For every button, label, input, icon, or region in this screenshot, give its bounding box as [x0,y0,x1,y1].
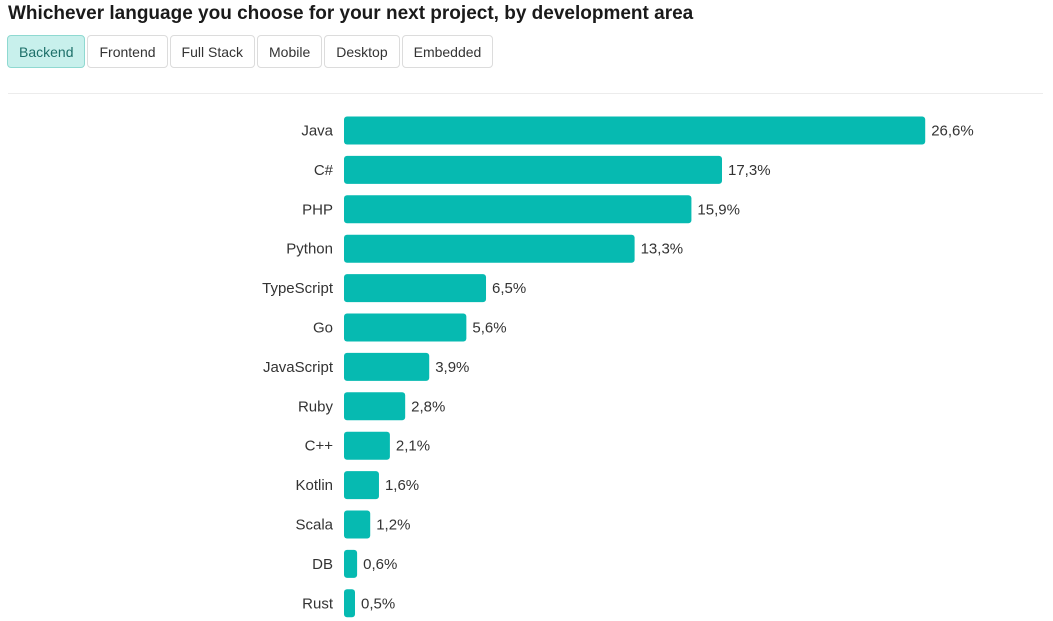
bar-typescript[interactable] [344,274,487,303]
chart-title: Whichever language you choose for your n… [8,3,694,24]
tab-backend[interactable]: Backend [7,35,86,68]
tab-embedded[interactable]: Embedded [401,35,494,68]
bar-python[interactable] [344,234,635,263]
category-label-c: C++ [305,438,334,455]
category-label-go: Go [313,320,333,337]
value-label-rust: 0,5% [361,595,395,612]
tab-full-stack[interactable]: Full Stack [169,35,255,68]
category-label-python: Python [286,241,333,258]
bar-db[interactable] [344,549,358,578]
bar-php[interactable] [344,195,692,224]
category-label-ruby: Ruby [298,398,334,415]
tab-desktop[interactable]: Desktop [324,35,400,68]
category-label-typescript: TypeScript [262,280,334,297]
value-label-ruby: 2,8% [411,398,445,415]
category-label-javascript: JavaScript [263,359,334,376]
bar-c[interactable] [344,431,390,460]
value-label-go: 5,6% [472,320,506,337]
development-area-tabs: Backend Frontend Full Stack Mobile Deskt… [7,35,494,68]
value-label-java: 26,6% [931,123,974,140]
value-label-c: 17,3% [728,162,771,179]
value-label-scala: 1,2% [376,517,410,534]
value-label-db: 0,6% [363,556,397,573]
value-label-python: 13,3% [641,241,684,258]
value-label-php: 15,9% [697,201,740,218]
category-label-java: Java [301,123,333,140]
bar-c[interactable] [344,155,723,184]
tab-frontend[interactable]: Frontend [87,35,168,68]
bar-go[interactable] [344,313,467,342]
bar-javascript[interactable] [344,352,430,381]
bar-kotlin[interactable] [344,471,379,500]
bar-java[interactable] [344,116,926,145]
category-label-db: DB [312,556,333,573]
category-label-scala: Scala [295,517,333,534]
tab-mobile[interactable]: Mobile [257,35,323,68]
bar-scala[interactable] [344,510,371,539]
value-label-javascript: 3,9% [435,359,469,376]
bar-rust[interactable] [344,589,355,618]
category-label-c: C# [314,162,334,179]
value-label-kotlin: 1,6% [385,477,419,494]
header-divider [8,93,1043,94]
category-label-rust: Rust [302,595,334,612]
category-label-kotlin: Kotlin [295,477,333,494]
bar-ruby[interactable] [344,392,406,421]
category-label-php: PHP [302,201,333,218]
value-label-c: 2,1% [396,438,430,455]
value-label-typescript: 6,5% [492,280,526,297]
